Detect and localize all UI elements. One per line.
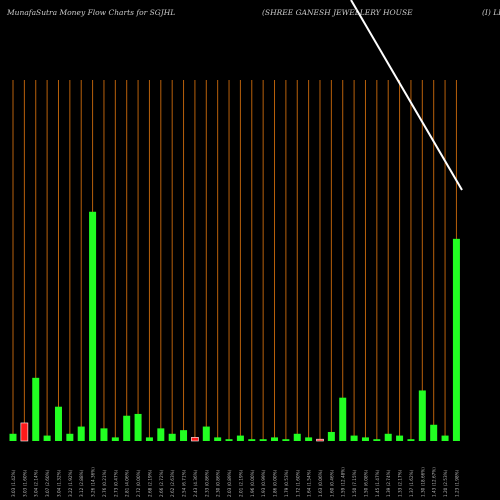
money-flow-bar	[282, 439, 290, 441]
money-flow-bar	[259, 439, 267, 441]
money-flow-bar	[66, 433, 74, 441]
money-flow-bar	[339, 397, 347, 441]
x-tick-label: 3.03 (1.42%)	[11, 469, 16, 497]
x-tick-label: 3.22 (1.92%)	[68, 469, 73, 497]
money-flow-bar	[100, 428, 108, 441]
chart-title: MunafaSutra Money Flow Charts for SGJHL	[7, 8, 176, 17]
x-tick-label: 1.30 (18.66%)	[420, 467, 425, 497]
money-flow-bar	[407, 439, 415, 441]
x-tick-label: 1.60 (0.46%)	[329, 469, 334, 497]
company-name-suffix: (I) LI	[482, 8, 500, 17]
x-tick-label: 2.76 (0.21%)	[102, 469, 107, 497]
money-flow-bar	[418, 390, 426, 441]
x-tick-label: 2.54 (6.71%)	[182, 469, 187, 497]
money-flow-bar	[180, 430, 188, 441]
money-flow-bar	[111, 437, 119, 441]
money-flow-bar	[248, 439, 256, 441]
x-tick-label: 1.43 (12.67%)	[432, 467, 437, 497]
money-flow-bar	[168, 433, 176, 441]
x-tick-label: 2.03 (0.89%)	[227, 469, 232, 497]
x-tick-label: 1.23 (1.98%)	[454, 469, 459, 497]
x-tick-label: 1.59 (12.48%)	[341, 467, 346, 497]
company-name: (SHREE GANESH JEWELLERY HOUSE	[262, 8, 413, 17]
x-tick-label: 1.39 (2.74%)	[386, 469, 391, 497]
money-flow-bar	[350, 435, 358, 441]
money-flow-bar	[9, 433, 17, 441]
x-tick-label: 3.12 (2.88%)	[79, 469, 84, 497]
x-tick-label: 1.50 (7.15%)	[352, 469, 357, 497]
money-flow-bar	[430, 424, 438, 441]
x-tick-label: 2.43 (4.36%)	[193, 469, 198, 497]
x-tick-label: 1.63 (0.06%)	[318, 469, 323, 497]
money-flow-bar	[327, 431, 335, 441]
money-flow-bar	[20, 422, 29, 442]
x-tick-label: 2.33 (0.86%)	[204, 469, 209, 497]
x-tick-label: 2.73 (0.47%)	[113, 469, 118, 497]
x-tick-label: 1.33 (2.17%)	[398, 469, 403, 497]
money-flow-bar	[43, 435, 51, 441]
x-tick-label: 1.64 (1.54%)	[307, 469, 312, 497]
x-tick-label: 1.20 (2.53%)	[443, 469, 448, 497]
money-flow-bar	[89, 211, 97, 441]
x-tick-label: 1.93 (0.99%)	[261, 469, 266, 497]
x-tick-label: 1.37 (1.62%)	[409, 469, 414, 497]
money-flow-bar	[305, 437, 313, 441]
money-flow-bar	[384, 433, 392, 441]
money-flow-bar	[316, 438, 324, 442]
money-flow-bar	[134, 413, 142, 441]
x-tick-label: 1.72 (1.60%)	[295, 469, 300, 497]
money-flow-bar	[32, 377, 40, 441]
x-tick-label: 3.04 (1.32%)	[56, 469, 61, 497]
x-tick-label: 1.79 (0.53%)	[284, 469, 289, 497]
money-flow-bar	[157, 428, 165, 441]
x-tick-label: 3.26 (14.36%)	[91, 467, 96, 497]
x-tick-label: 2.30 (0.86%)	[216, 469, 221, 497]
x-tick-label: 1.96 (0.00%)	[250, 469, 255, 497]
x-tick-label: 1.45 (1.47%)	[375, 469, 380, 497]
money-flow-bar	[77, 426, 85, 441]
x-tick-label: 1.50 (6.08%)	[363, 469, 368, 497]
money-flow-bar	[441, 435, 449, 441]
money-flow-bar	[202, 426, 210, 441]
money-flow-bar	[236, 435, 244, 441]
money-flow-bar	[373, 439, 381, 441]
money-flow-bar	[271, 437, 279, 441]
money-flow-bar	[396, 435, 404, 441]
money-flow-bar	[293, 433, 301, 441]
trend-line	[350, 0, 463, 191]
x-tick-label: 2.01 (2.19%)	[238, 469, 243, 497]
x-tick-label: 2.81 (4.06%)	[125, 469, 130, 497]
x-tick-label: 2.66 (2.72%)	[159, 469, 164, 497]
x-tick-labels: 3.03 (1.42%) 3.03 (1.60%) 3.04 (2.14%) 3.07…	[11, 467, 459, 497]
x-tick-label: 3.07 (2.60%)	[45, 469, 50, 497]
x-tick-label: 2.62 (2.63%)	[170, 469, 175, 497]
money-flow-bar	[214, 437, 222, 441]
x-tick-label: 2.72 (0.00%)	[136, 469, 141, 497]
x-tick-label: 3.04 (2.14%)	[34, 469, 39, 497]
money-flow-bar	[452, 238, 460, 441]
grid-lines	[12, 80, 457, 441]
money-flow-bar	[191, 437, 199, 442]
x-tick-label: 3.03 (1.60%)	[22, 469, 27, 497]
money-flow-bar	[123, 415, 131, 441]
money-flow-bar	[54, 406, 62, 441]
x-tick-label: 2.68 (2.19%)	[147, 469, 152, 497]
x-tick-label: 1.86 (0.00%)	[273, 469, 278, 497]
money-flow-bar	[361, 437, 369, 441]
money-flow-bars	[9, 211, 460, 442]
money-flow-bar	[145, 437, 153, 441]
money-flow-bar	[225, 439, 233, 441]
